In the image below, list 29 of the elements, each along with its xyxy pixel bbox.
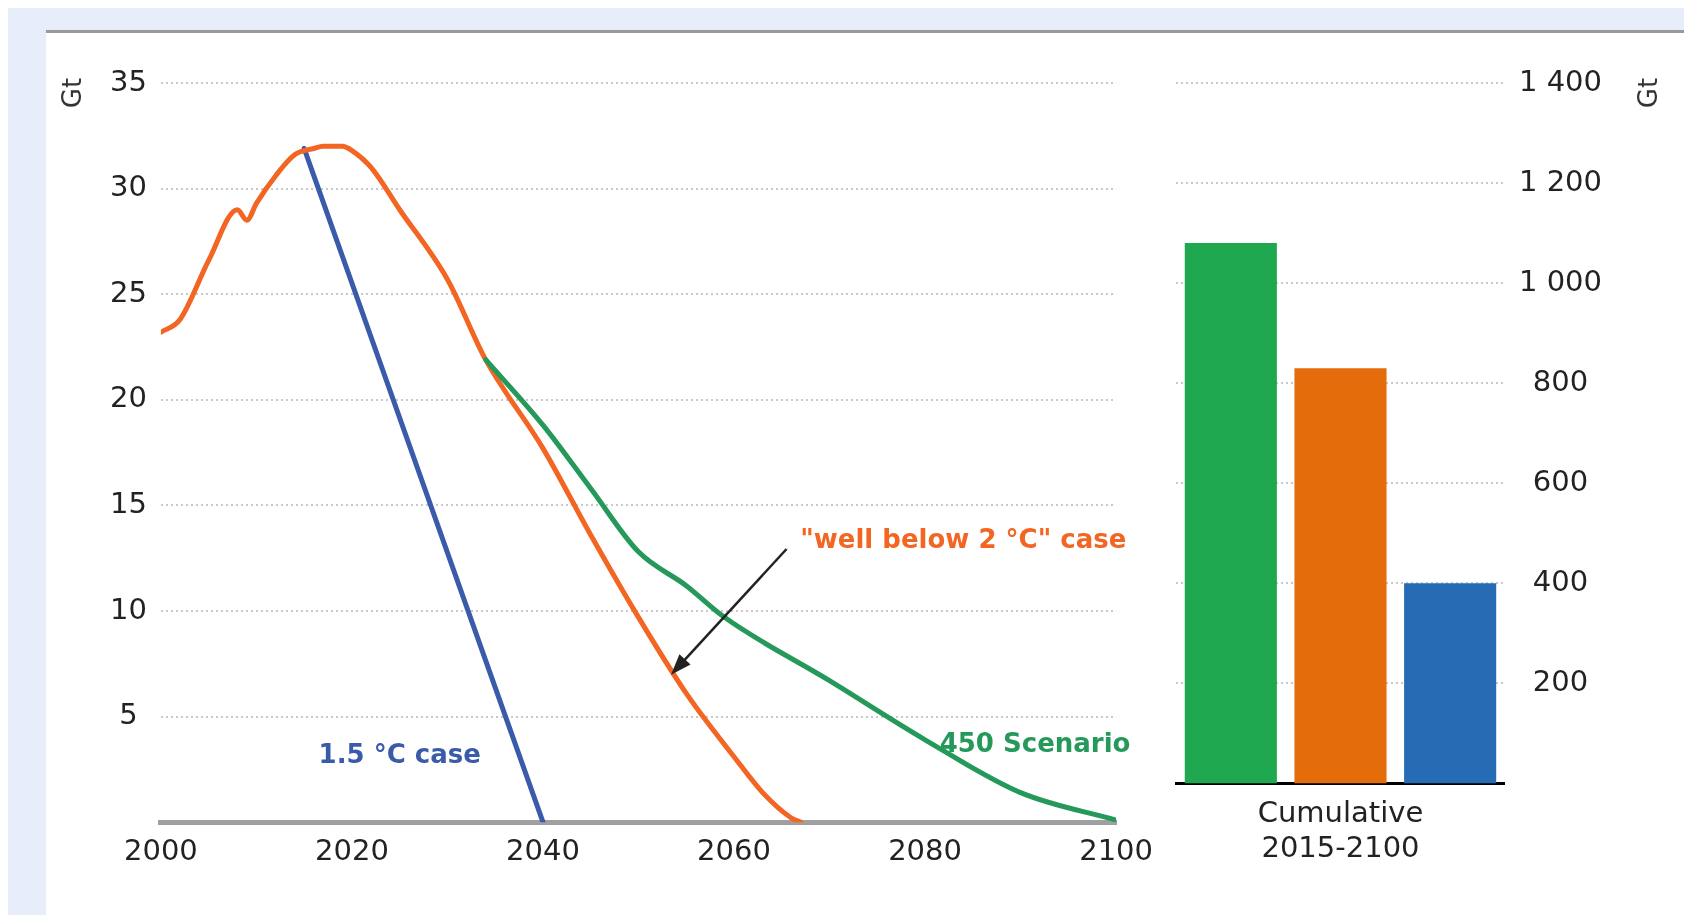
y-axis-title: Gt [1632, 77, 1663, 109]
y-tick-label: 5 [119, 697, 138, 732]
x-tick-label: 2080 [888, 833, 962, 868]
y-tick-label: 1 200 [1518, 163, 1603, 198]
y-tick-label: 30 [110, 169, 147, 204]
y-tick-label: 800 [1532, 363, 1589, 398]
x-tick-label: 2040 [506, 833, 580, 868]
series-label: 450 Scenario [939, 728, 1131, 759]
y-tick-label: 600 [1532, 463, 1589, 498]
x-axis-title: Cumulative 2015-2100 [1257, 795, 1424, 865]
y-tick-label: 20 [110, 380, 147, 415]
x-tick-label: 2060 [697, 833, 771, 868]
x-tick-label: 2000 [124, 833, 198, 868]
y-tick-label: 15 [110, 485, 147, 520]
y-tick-label: 400 [1532, 563, 1589, 598]
y-tick-label: 200 [1532, 663, 1589, 698]
bar [1294, 368, 1387, 784]
y-tick-label: 1 400 [1518, 63, 1603, 98]
series-label: 1.5 °C case [318, 739, 481, 770]
y-tick-label: 25 [110, 274, 147, 309]
y-tick-label: 10 [110, 591, 147, 626]
bar [1184, 243, 1277, 784]
y-tick-label: 1 000 [1518, 263, 1603, 298]
x-tick-label: 2020 [315, 833, 389, 868]
bar [1404, 583, 1497, 784]
y-axis-title: Gt [56, 77, 87, 109]
x-tick-label: 2100 [1079, 833, 1153, 868]
y-tick-label: 35 [110, 63, 147, 98]
text: "well below 2 °C" case [800, 524, 1127, 555]
